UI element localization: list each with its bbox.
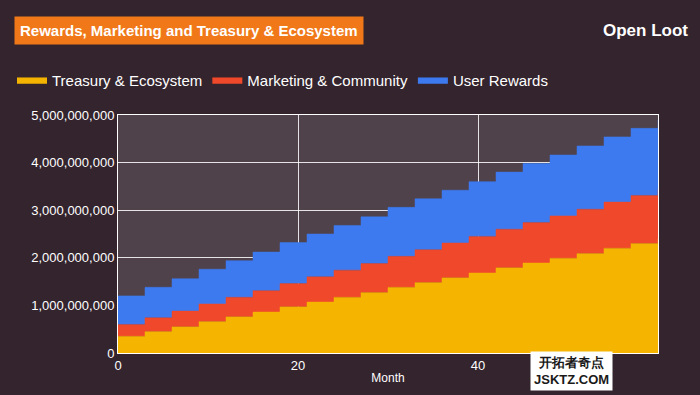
svg-text:4,000,000,000: 4,000,000,000 xyxy=(31,155,114,170)
svg-text:2,000,000,000: 2,000,000,000 xyxy=(31,250,114,265)
svg-text:20: 20 xyxy=(291,358,305,373)
svg-text:40: 40 xyxy=(471,358,485,373)
svg-text:Rewards, Marketing and Treasur: Rewards, Marketing and Treasury & Ecosys… xyxy=(20,22,358,39)
svg-text:Open Loot: Open Loot xyxy=(603,21,688,40)
svg-text:0: 0 xyxy=(114,358,121,373)
svg-text:3,000,000,000: 3,000,000,000 xyxy=(31,203,114,218)
svg-text:5,000,000,000: 5,000,000,000 xyxy=(31,108,114,123)
svg-text:User Rewards: User Rewards xyxy=(453,72,548,89)
svg-text:Month: Month xyxy=(371,371,404,385)
svg-text:Marketing & Community: Marketing & Community xyxy=(247,72,408,89)
svg-text:1,000,000,000: 1,000,000,000 xyxy=(31,298,114,313)
svg-text:Treasury & Ecosystem: Treasury & Ecosystem xyxy=(52,72,202,89)
svg-text:0: 0 xyxy=(107,346,114,361)
svg-text:开拓者奇点JSKTZ.COM: 开拓者奇点JSKTZ.COM xyxy=(534,355,609,387)
